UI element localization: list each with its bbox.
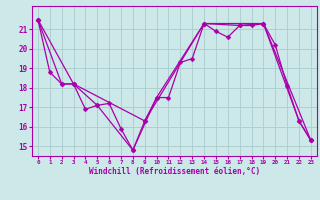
X-axis label: Windchill (Refroidissement éolien,°C): Windchill (Refroidissement éolien,°C) bbox=[89, 167, 260, 176]
